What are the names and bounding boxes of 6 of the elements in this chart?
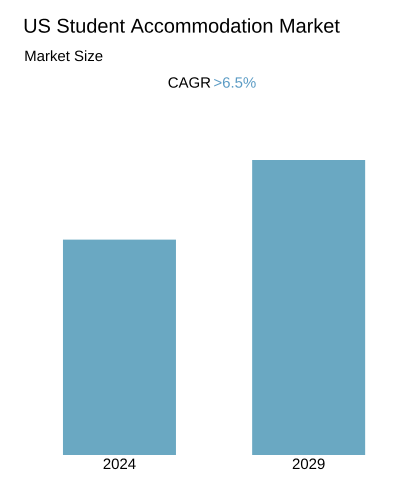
x-tick-label: 2029 [292, 458, 325, 470]
chart-title: US Student Accommodation Market [24, 18, 340, 33]
text: CAGR [168, 77, 210, 88]
text: >6.5% [214, 77, 256, 88]
x-tick-label: 2024 [104, 458, 136, 470]
chart-subtitle: Market Size [25, 50, 102, 62]
